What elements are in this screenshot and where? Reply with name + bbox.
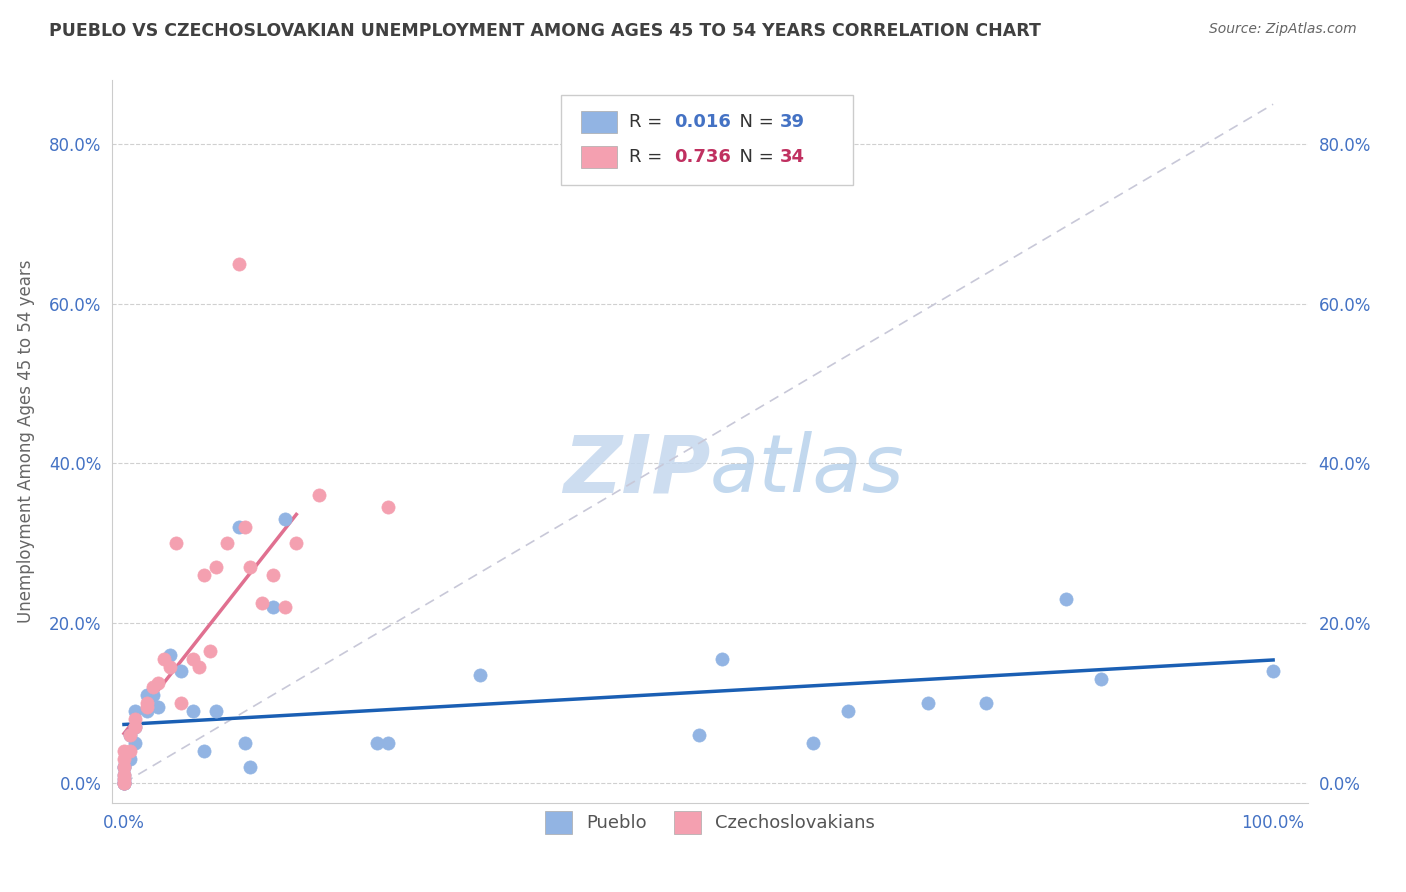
Point bbox=[366, 736, 388, 750]
Point bbox=[112, 760, 135, 774]
Point bbox=[217, 536, 239, 550]
Point bbox=[124, 720, 146, 734]
Point bbox=[262, 600, 284, 615]
Text: 34: 34 bbox=[779, 148, 804, 166]
Point bbox=[193, 568, 215, 582]
Y-axis label: Unemployment Among Ages 45 to 54 years: Unemployment Among Ages 45 to 54 years bbox=[17, 260, 35, 624]
Point bbox=[165, 536, 187, 550]
Point bbox=[118, 728, 141, 742]
Point bbox=[974, 696, 997, 710]
Text: PUEBLO VS CZECHOSLOVAKIAN UNEMPLOYMENT AMONG AGES 45 TO 54 YEARS CORRELATION CHA: PUEBLO VS CZECHOSLOVAKIAN UNEMPLOYMENT A… bbox=[49, 22, 1040, 40]
Point bbox=[112, 760, 135, 774]
Point bbox=[803, 736, 825, 750]
Point bbox=[112, 776, 135, 790]
Point bbox=[228, 257, 250, 271]
Point bbox=[274, 600, 297, 615]
Point bbox=[181, 652, 204, 666]
Point bbox=[170, 696, 193, 710]
Point bbox=[239, 760, 262, 774]
Point bbox=[181, 704, 204, 718]
Point bbox=[112, 776, 135, 790]
Point bbox=[112, 744, 135, 758]
Point bbox=[136, 696, 159, 710]
Point bbox=[1054, 592, 1077, 607]
Point bbox=[205, 560, 228, 574]
Point bbox=[118, 752, 141, 766]
Point bbox=[159, 660, 181, 674]
Point bbox=[710, 652, 733, 666]
Point bbox=[274, 512, 297, 526]
Text: R =: R = bbox=[628, 148, 668, 166]
Text: atlas: atlas bbox=[710, 432, 905, 509]
Point bbox=[228, 520, 250, 534]
Text: R =: R = bbox=[628, 113, 668, 131]
Point bbox=[308, 488, 330, 502]
Text: 0.016: 0.016 bbox=[675, 113, 731, 131]
Point bbox=[239, 560, 262, 574]
Point bbox=[118, 728, 141, 742]
Point bbox=[233, 520, 256, 534]
Point bbox=[377, 736, 399, 750]
Point bbox=[688, 728, 710, 742]
Point bbox=[917, 696, 939, 710]
Point bbox=[112, 776, 135, 790]
Point bbox=[198, 644, 221, 658]
Point bbox=[112, 776, 135, 790]
FancyBboxPatch shape bbox=[581, 112, 617, 133]
Text: N =: N = bbox=[728, 113, 779, 131]
Point bbox=[112, 772, 135, 786]
Text: 0.736: 0.736 bbox=[675, 148, 731, 166]
Point bbox=[124, 704, 146, 718]
Point bbox=[112, 776, 135, 790]
Text: N =: N = bbox=[728, 148, 779, 166]
Point bbox=[470, 668, 492, 682]
Point bbox=[136, 700, 159, 714]
Point bbox=[193, 744, 215, 758]
Point bbox=[142, 688, 165, 702]
Text: 39: 39 bbox=[779, 113, 804, 131]
Point bbox=[142, 680, 165, 694]
Point bbox=[118, 744, 141, 758]
Point bbox=[124, 720, 146, 734]
Legend: Pueblo, Czechoslovakians: Pueblo, Czechoslovakians bbox=[530, 797, 890, 848]
FancyBboxPatch shape bbox=[581, 146, 617, 168]
Point bbox=[233, 736, 256, 750]
Point bbox=[1090, 672, 1112, 686]
Point bbox=[170, 664, 193, 678]
Point bbox=[837, 704, 859, 718]
Point bbox=[112, 768, 135, 782]
Point bbox=[262, 568, 284, 582]
FancyBboxPatch shape bbox=[561, 95, 853, 185]
Text: ZIP: ZIP bbox=[562, 432, 710, 509]
Point bbox=[112, 772, 135, 786]
Point bbox=[136, 704, 159, 718]
Point bbox=[112, 776, 135, 790]
Point bbox=[124, 736, 146, 750]
Point bbox=[112, 760, 135, 774]
Point bbox=[112, 752, 135, 766]
Point bbox=[285, 536, 308, 550]
Text: Source: ZipAtlas.com: Source: ZipAtlas.com bbox=[1209, 22, 1357, 37]
Point bbox=[377, 500, 399, 515]
Point bbox=[124, 712, 146, 726]
Point bbox=[250, 596, 273, 610]
Point bbox=[148, 676, 170, 690]
Point bbox=[153, 652, 176, 666]
Point bbox=[187, 660, 209, 674]
Point bbox=[1261, 664, 1284, 678]
Point bbox=[136, 688, 159, 702]
Point bbox=[205, 704, 228, 718]
Point bbox=[148, 700, 170, 714]
Point bbox=[159, 648, 181, 662]
Point bbox=[112, 768, 135, 782]
